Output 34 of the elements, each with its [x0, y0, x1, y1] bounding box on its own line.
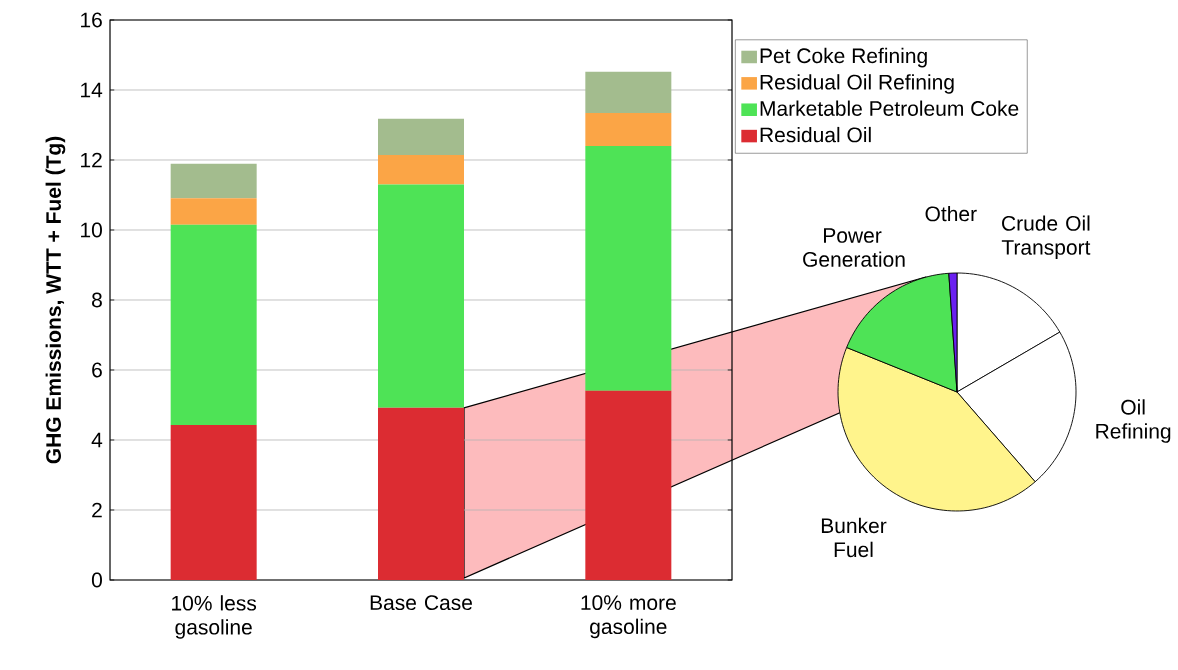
bar: [585, 145, 672, 391]
bar: [170, 424, 257, 580]
slice-label: Bunker Fuel: [821, 517, 887, 558]
y-tick-label: 4: [91, 432, 103, 448]
legend-label: Pet Coke Refining: [760, 47, 927, 68]
y-tick-label: 0: [91, 572, 102, 588]
bar: [585, 390, 672, 580]
slice-label: Crude Oil Transport: [1001, 215, 1091, 259]
bar: [170, 198, 257, 225]
bar: [170, 163, 257, 199]
y-axis-title: GHG Emissions, WTT + Fuel (Tg): [45, 136, 66, 464]
legend-label: Residual Oil: [760, 126, 871, 143]
bar: [585, 113, 672, 146]
y-tick-label: 8: [92, 292, 102, 308]
legend-label: Residual Oil Refining: [760, 74, 954, 94]
y-tick-label: 10: [81, 222, 102, 238]
y-tick-label: 2: [92, 502, 102, 518]
bar: [378, 184, 464, 408]
x-tick-label: 10% more gasoline: [581, 595, 676, 639]
bar: [170, 224, 257, 425]
y-tick-label: 16: [81, 12, 102, 28]
bar: [378, 407, 464, 580]
bar: [378, 155, 464, 185]
slice-label: Power Generation: [803, 228, 905, 267]
slice-label: Oil Refining: [1096, 399, 1171, 443]
bar: [585, 71, 672, 114]
bar: [378, 118, 464, 156]
y-tick-label: 14: [81, 82, 103, 98]
y-tick-label: 6: [92, 362, 102, 378]
x-tick-label: 10% less gasoline: [172, 595, 257, 639]
x-tick-label: Base Case: [370, 595, 472, 611]
y-tick-label: 12: [81, 152, 102, 168]
legend-label: Marketable Petroleum Coke: [760, 100, 1019, 116]
slice-label: Other: [925, 205, 977, 222]
